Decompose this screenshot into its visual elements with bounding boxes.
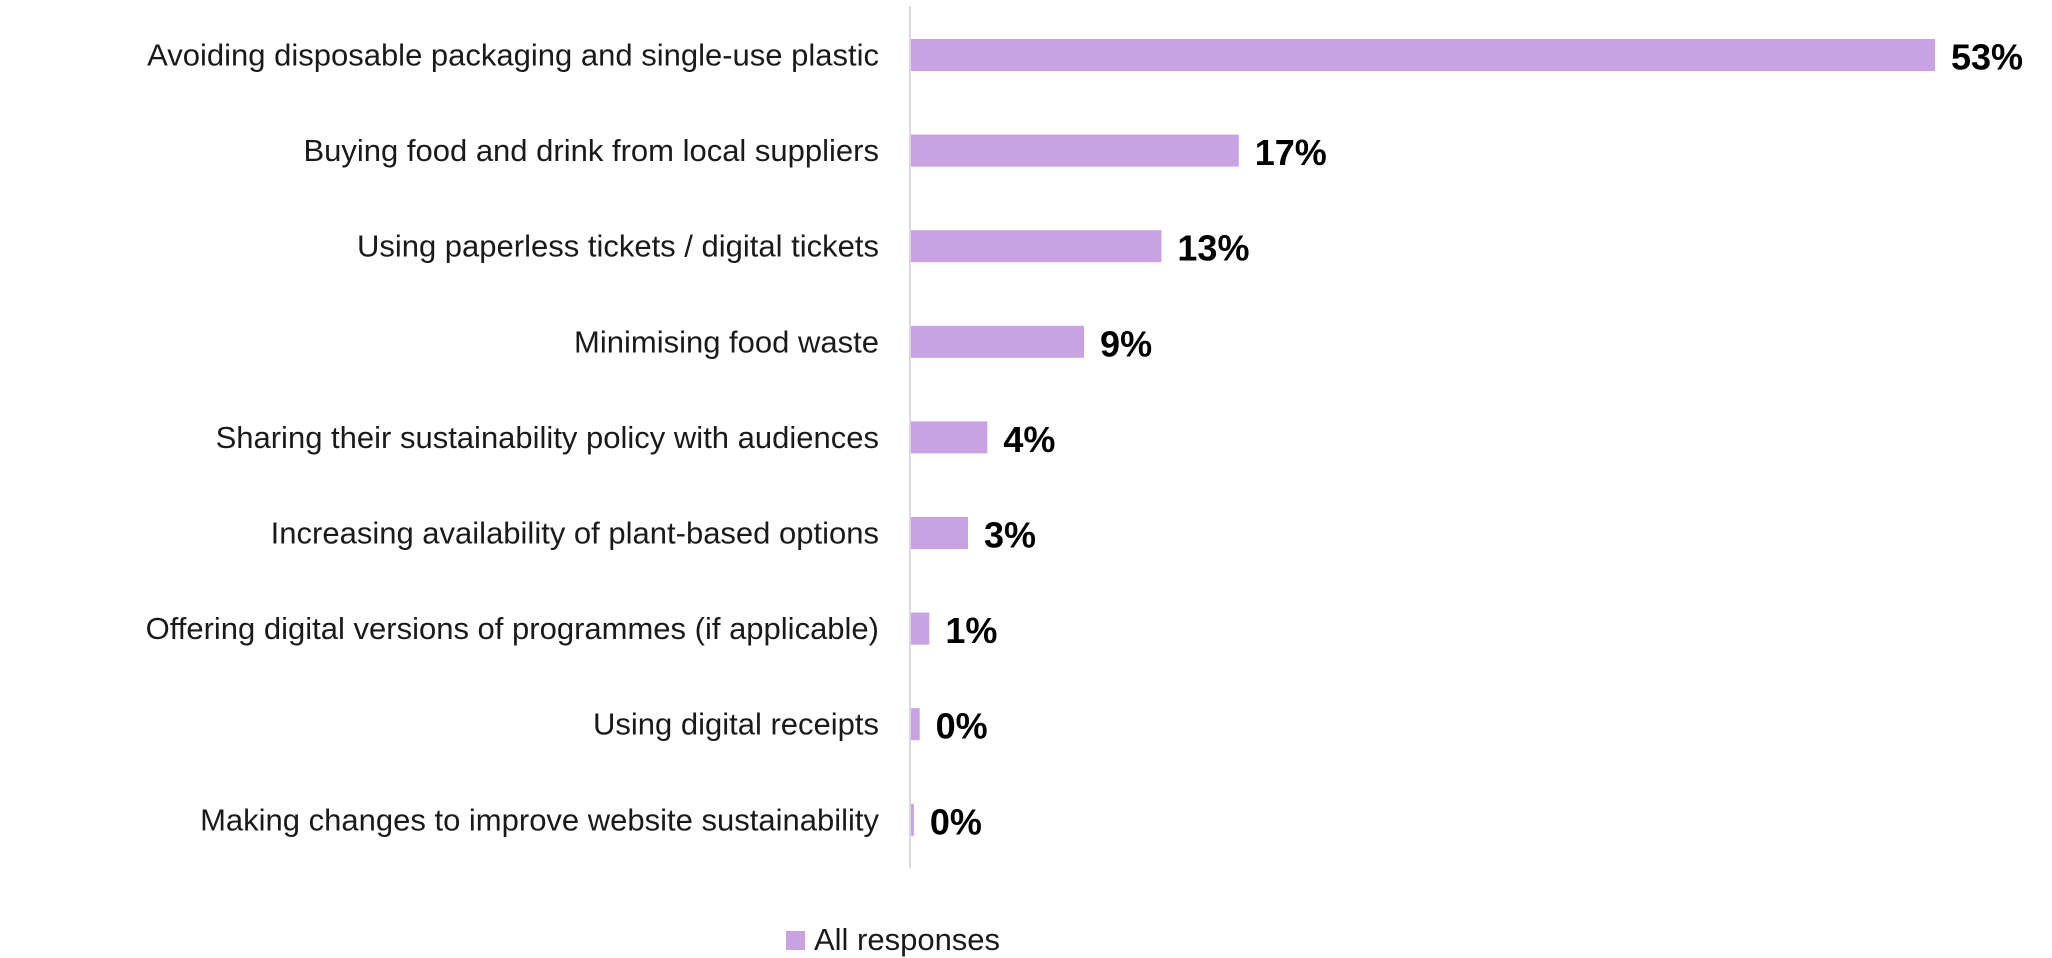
legend: All responses xyxy=(0,922,1786,958)
category-label: Using digital receipts xyxy=(593,707,879,742)
data-label: 4% xyxy=(1003,419,1055,460)
bar xyxy=(910,134,1239,167)
data-label: 53% xyxy=(1951,37,2023,78)
data-label: 9% xyxy=(1100,323,1152,364)
bar xyxy=(910,325,1085,358)
data-label: 17% xyxy=(1255,132,1327,173)
category-label: Avoiding disposable packaging and single… xyxy=(147,38,879,73)
data-label: 0% xyxy=(936,706,988,747)
bars xyxy=(910,39,1935,836)
bar xyxy=(910,708,920,741)
category-label: Buying food and drink from local supplie… xyxy=(303,133,879,168)
bar xyxy=(910,803,914,836)
data-label: 0% xyxy=(930,801,982,842)
bar xyxy=(910,39,1935,71)
legend-label: All responses xyxy=(813,922,1001,957)
category-labels: Avoiding disposable packaging and single… xyxy=(146,38,880,838)
legend-swatch xyxy=(785,930,805,950)
bar xyxy=(910,230,1162,263)
category-label: Making changes to improve website sustai… xyxy=(200,802,879,837)
category-label: Increasing availability of plant-based o… xyxy=(271,516,879,551)
data-label: 1% xyxy=(945,610,997,651)
category-label: Sharing their sustainability policy with… xyxy=(216,420,879,455)
category-label: Offering digital versions of programmes … xyxy=(146,611,879,646)
data-labels: 53% 17% 13% 9% 4% 3% 1% 0% 0% xyxy=(930,37,2023,843)
data-label: 13% xyxy=(1177,228,1249,269)
data-label: 3% xyxy=(984,515,1036,556)
bar xyxy=(910,421,988,454)
bar xyxy=(910,517,969,549)
category-label: Minimising food waste xyxy=(574,324,879,359)
bar xyxy=(910,612,930,645)
category-label: Using paperless tickets / digital ticket… xyxy=(357,229,879,264)
